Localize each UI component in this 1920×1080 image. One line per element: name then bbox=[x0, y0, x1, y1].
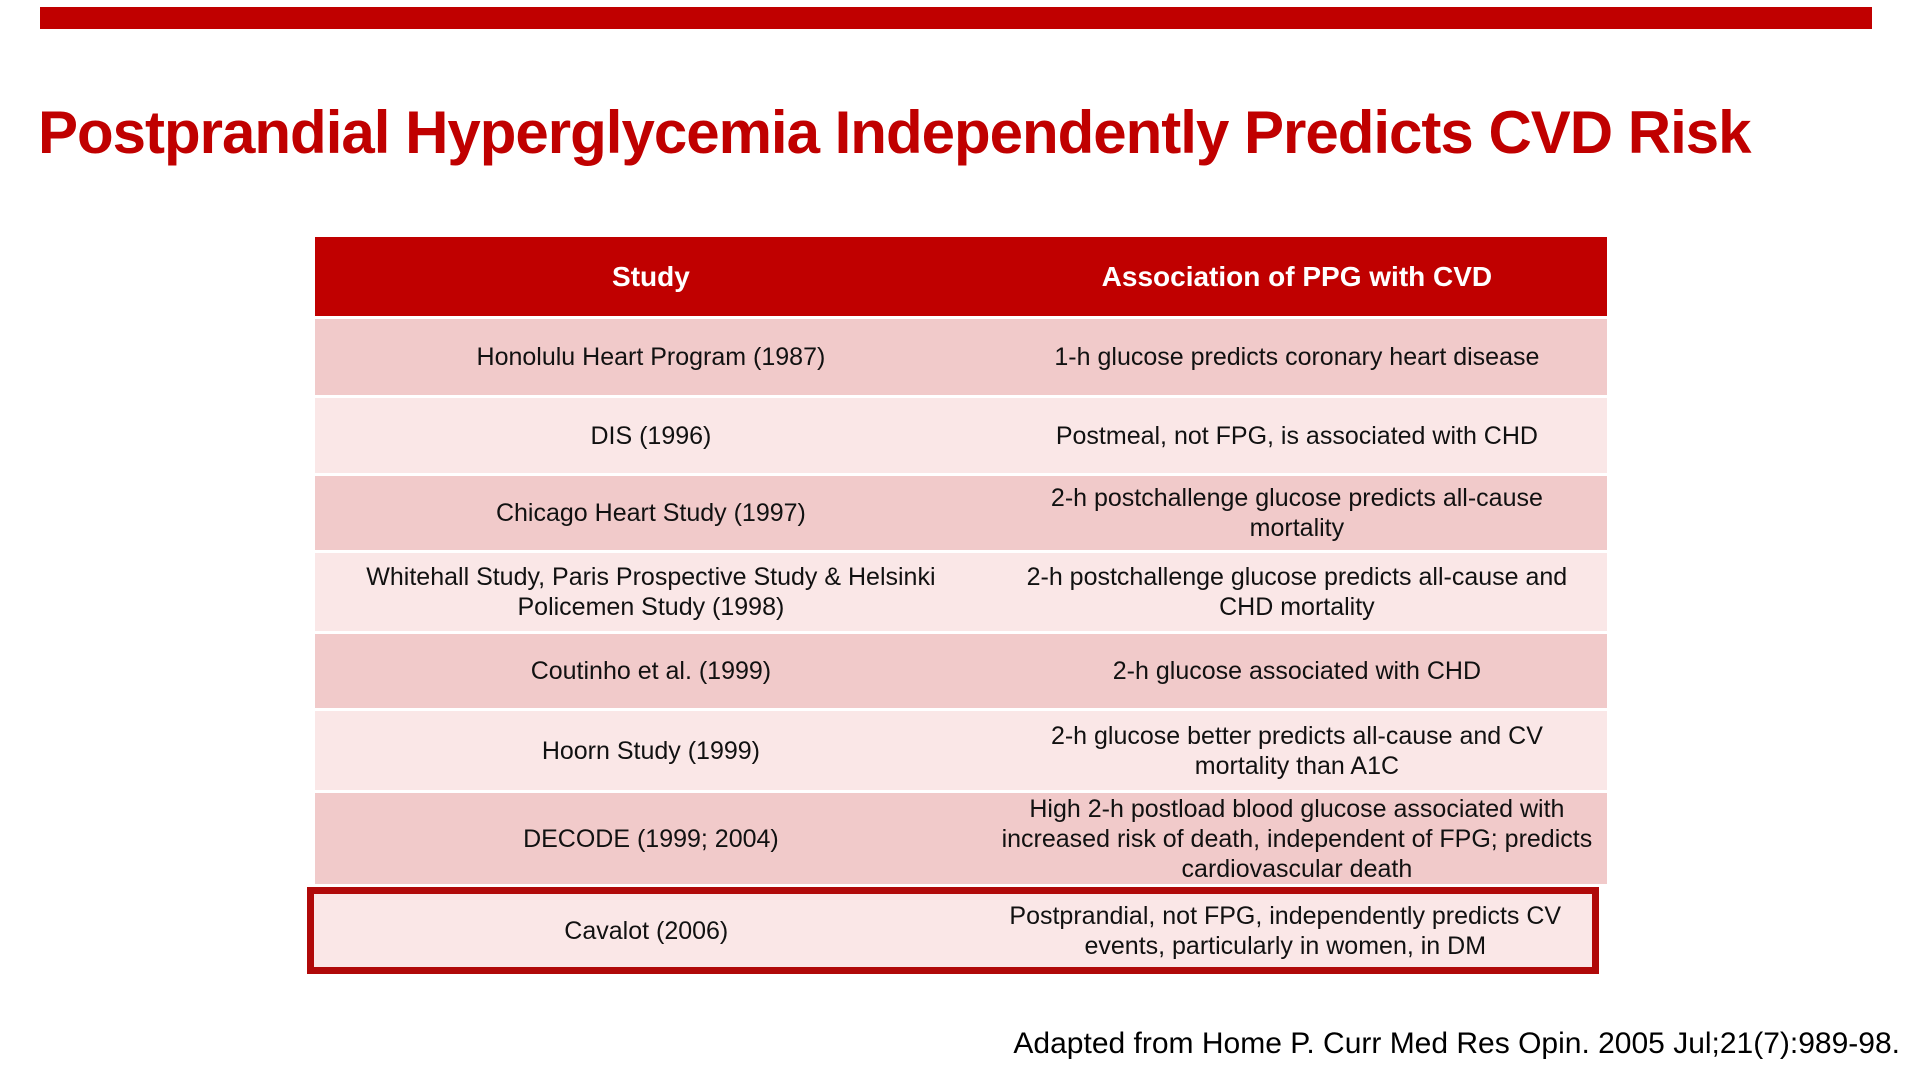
study-cell: Hoorn Study (1999) bbox=[541, 736, 760, 765]
column-header-association: Association of PPG with CVD bbox=[1101, 260, 1493, 292]
study-cell: Chicago Heart Study (1997) bbox=[495, 499, 806, 527]
study-cell: Cavalot (2006) bbox=[564, 916, 729, 945]
study-cell: Honolulu Heart Program (1987) bbox=[476, 343, 826, 371]
association-cell: 2-h postchallenge glucose predicts all-c… bbox=[1050, 484, 1543, 542]
table-row: Chicago Heart Study (1997) 2-h postchalle… bbox=[315, 476, 1607, 550]
association-cell: Postprandial, not FPG, independently pre… bbox=[1009, 901, 1562, 960]
table-row: DIS (1996) Postmeal, not FPG, is associat… bbox=[315, 398, 1607, 473]
slide-title: Postprandial Hyperglycemia Independently… bbox=[38, 99, 1752, 166]
table-row: Coutinho et al. (1999) 2-h glucose associ… bbox=[315, 634, 1607, 708]
table-row: Whitehall Study, Paris Prospective Study… bbox=[315, 553, 1607, 631]
association-cell: 2-h glucose associated with CHD bbox=[1112, 657, 1482, 685]
association-cell: 2-h glucose better predicts all-cause an… bbox=[1050, 721, 1543, 780]
study-cell: Whitehall Study, Paris Prospective Study… bbox=[366, 563, 936, 621]
study-cell: DECODE (1999; 2004) bbox=[523, 824, 779, 853]
association-cell: High 2-h postload blood glucose associat… bbox=[1001, 794, 1593, 883]
table-row-highlighted: Cavalot (2006) Postprandial, not FPG, ind… bbox=[307, 887, 1599, 974]
table-body: Honolulu Heart Program (1987) 1-h glucose… bbox=[307, 319, 1607, 974]
study-cell: DIS (1996) bbox=[590, 421, 712, 450]
table-row: Hoorn Study (1999) 2-h glucose better pre… bbox=[315, 711, 1607, 790]
column-header-study: Study bbox=[612, 260, 690, 292]
citation: Adapted from Home P. Curr Med Res Opin. … bbox=[1013, 1027, 1900, 1060]
top-accent-bar bbox=[40, 7, 1872, 29]
studies-table: Study Association of PPG with CVD Honolu… bbox=[307, 237, 1607, 974]
study-cell: Coutinho et al. (1999) bbox=[530, 657, 772, 685]
table-header-row: Study Association of PPG with CVD bbox=[315, 237, 1607, 316]
association-cell: 1-h glucose predicts coronary heart dise… bbox=[1054, 343, 1540, 371]
table-row: DECODE (1999; 2004) High 2-h postload blo… bbox=[315, 793, 1607, 884]
association-cell: 2-h postchallenge glucose predicts all-c… bbox=[1026, 563, 1568, 621]
association-cell: Postmeal, not FPG, is associated with CH… bbox=[1055, 421, 1538, 450]
table-row: Honolulu Heart Program (1987) 1-h glucose… bbox=[315, 319, 1607, 395]
